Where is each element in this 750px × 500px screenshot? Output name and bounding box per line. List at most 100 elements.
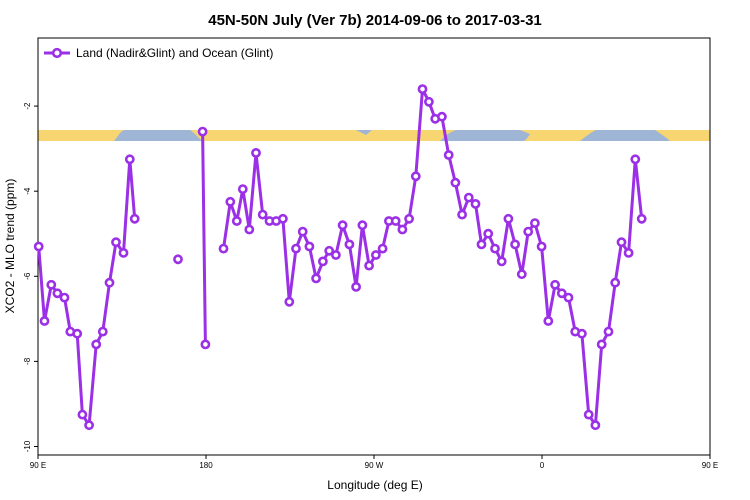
- data-point: [218, 243, 229, 254]
- data-point: [443, 150, 454, 160]
- data-point: [357, 220, 368, 231]
- data-point: [197, 126, 208, 137]
- data-point: [470, 198, 481, 209]
- data-point: [39, 316, 50, 326]
- data-point: [77, 409, 88, 420]
- y-axis: -2 -4 -6 -8 -10: [23, 102, 38, 452]
- data-point: [257, 209, 268, 220]
- data-point: [173, 254, 183, 265]
- x-axis: 90 E 180 90 W 0 90 E: [30, 455, 718, 470]
- data-point: [33, 241, 44, 252]
- data-point: [623, 247, 634, 258]
- data-point: [324, 245, 335, 256]
- data-point: [423, 96, 434, 107]
- legend-marker-swatch: [51, 47, 63, 59]
- data-point: [436, 111, 447, 122]
- legend-entry-label: Land (Nadir&Glint) and Ocean (Glint): [76, 46, 273, 60]
- data-point: [370, 250, 381, 260]
- data-point: [630, 154, 641, 165]
- chart-title: 45N-50N July (Ver 7b) 2014-09-06 to 2017…: [208, 12, 542, 29]
- data-point: [516, 269, 527, 280]
- data-point: [616, 237, 627, 248]
- data-point: [463, 192, 474, 203]
- legend: Land (Nadir&Glint) and Ocean (Glint): [44, 46, 273, 60]
- data-point: [364, 260, 374, 271]
- y-tick-label: -6: [23, 272, 32, 280]
- data-point: [483, 228, 494, 239]
- series-line: [201, 131, 207, 345]
- data-point: [450, 177, 461, 188]
- data-point: [563, 292, 574, 303]
- y-tick-label: -2: [23, 102, 32, 110]
- data-point: [344, 239, 355, 250]
- data-point: [297, 226, 308, 237]
- data-point: [337, 220, 348, 231]
- x-tick-label: 0: [540, 461, 545, 470]
- y-axis-label: XCO2 - MLO trend (ppm): [3, 179, 17, 314]
- y-tick-label: -10: [23, 440, 32, 452]
- data-point: [351, 281, 361, 292]
- series-layer: [33, 84, 647, 431]
- data-point: [496, 256, 507, 267]
- land-ocean-strip: [38, 130, 710, 141]
- x-tick-label: 90 E: [30, 461, 46, 470]
- data-point: [636, 213, 647, 224]
- data-point: [583, 409, 594, 420]
- data-point: [550, 279, 560, 290]
- data-point: [46, 279, 57, 290]
- data-point: [124, 154, 135, 165]
- data-point: [390, 216, 401, 226]
- data-point: [97, 326, 108, 337]
- data-point: [284, 296, 295, 307]
- data-point: [104, 277, 115, 288]
- data-point: [291, 243, 301, 254]
- data-point: [543, 316, 554, 326]
- y-tick-label: -4: [23, 187, 32, 195]
- data-point: [244, 224, 255, 235]
- data-point: [84, 420, 94, 431]
- data-point: [530, 218, 540, 228]
- data-point: [118, 247, 129, 258]
- data-point: [490, 243, 500, 254]
- data-point: [410, 171, 421, 182]
- data-point: [397, 224, 408, 235]
- series-line: [37, 157, 137, 427]
- data-point: [610, 277, 621, 288]
- series-line: [222, 87, 644, 427]
- data-point: [577, 328, 587, 339]
- data-point: [523, 226, 534, 237]
- data-point: [596, 339, 607, 350]
- data-point: [510, 239, 520, 250]
- data-point: [590, 420, 601, 431]
- data-point: [457, 209, 467, 220]
- data-point: [225, 196, 236, 207]
- x-axis-label: Longitude (deg E): [327, 478, 422, 492]
- data-point: [330, 250, 341, 260]
- data-point: [111, 237, 121, 248]
- data-point: [417, 84, 428, 94]
- data-point: [317, 256, 328, 267]
- data-point: [311, 273, 321, 284]
- x-tick-label: 90 E: [702, 461, 718, 470]
- data-point: [231, 216, 242, 226]
- data-point: [603, 326, 614, 337]
- data-point: [277, 213, 288, 224]
- data-point: [129, 213, 140, 224]
- data-point: [72, 328, 83, 339]
- x-tick-label: 180: [199, 461, 213, 470]
- data-point: [59, 292, 70, 303]
- data-point: [377, 243, 388, 254]
- data-point: [200, 339, 211, 350]
- data-point: [556, 288, 567, 299]
- x-tick-label: 90 W: [365, 461, 384, 470]
- y-tick-label: -8: [23, 357, 32, 365]
- data-point: [91, 339, 102, 350]
- data-point: [237, 184, 248, 194]
- data-point: [52, 288, 63, 299]
- data-point: [404, 213, 414, 224]
- data-point: [536, 241, 547, 252]
- data-point: [304, 241, 315, 252]
- data-point: [476, 239, 487, 250]
- data-point: [251, 147, 261, 158]
